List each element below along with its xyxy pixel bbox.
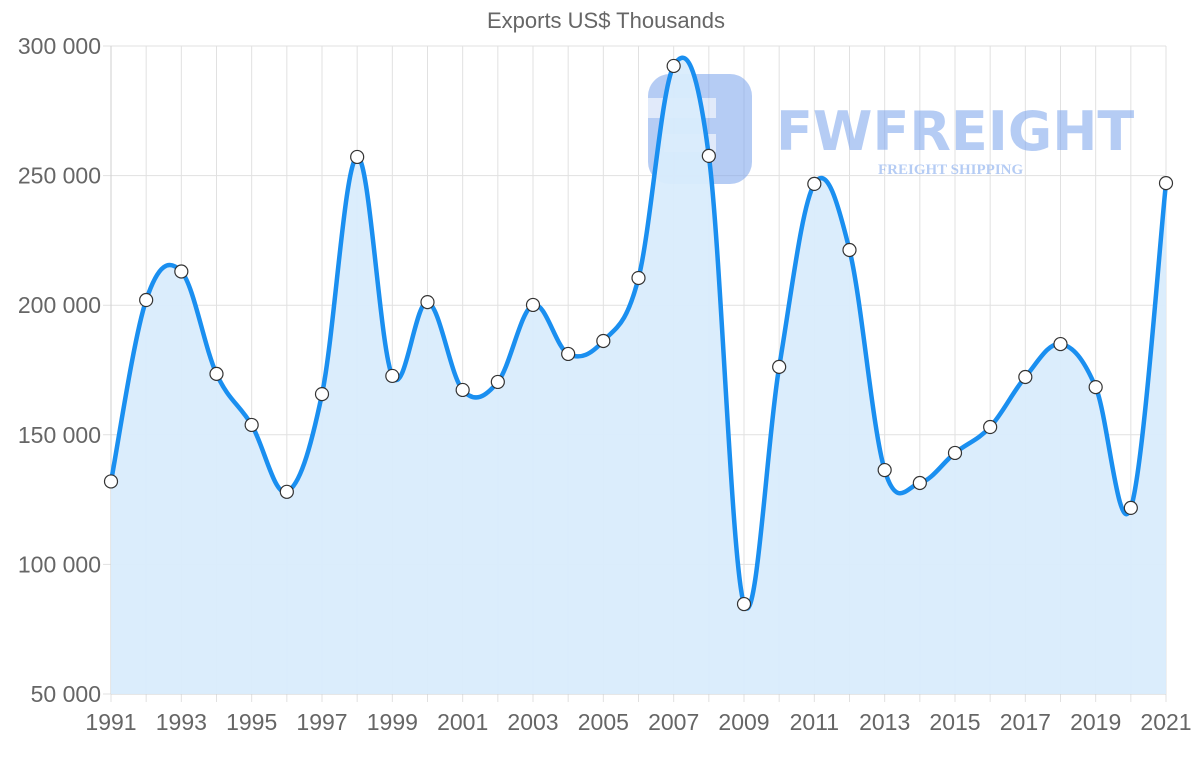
data-point[interactable] [385, 368, 400, 384]
x-axis: 1991 1993 1995 1997 1999 2001 2003 2005 2007 2009… [85, 709, 1191, 735]
data-point[interactable] [561, 346, 576, 362]
data-point[interactable] [279, 484, 294, 499]
data-point[interactable] [736, 596, 752, 612]
x-tick-label: 1997 [296, 709, 347, 735]
x-tick-label: 2021 [1140, 709, 1191, 735]
data-point[interactable] [525, 297, 541, 313]
data-markers [103, 58, 1174, 612]
x-tick-label: 1999 [367, 709, 418, 735]
data-point[interactable] [490, 374, 505, 390]
data-point[interactable] [420, 294, 435, 310]
watermark-brand: FWFREIGHT [776, 100, 1134, 163]
data-point[interactable] [455, 382, 470, 398]
watermark-tagline: FREIGHT SHIPPING [878, 162, 1023, 178]
x-tick-label: 2017 [1000, 709, 1051, 735]
y-tick-label: 300 000 [18, 33, 101, 59]
data-point[interactable] [807, 176, 822, 191]
x-tick-label: 2005 [578, 709, 629, 735]
y-tick-label: 100 000 [18, 551, 101, 577]
data-point[interactable] [209, 366, 224, 381]
data-point[interactable] [174, 264, 189, 279]
x-tick-label: 2003 [507, 709, 558, 735]
x-tick-label: 2013 [859, 709, 910, 735]
chart-title: Exports US$ Thousands [486, 8, 726, 33]
y-tick-label: 250 000 [18, 163, 101, 189]
data-point[interactable] [912, 475, 927, 491]
data-point[interactable] [701, 148, 716, 164]
data-point[interactable] [103, 474, 119, 489]
data-point[interactable] [1053, 336, 1068, 352]
data-point[interactable] [314, 387, 330, 402]
data-point[interactable] [842, 242, 857, 258]
x-tick-label: 1995 [226, 709, 277, 735]
x-tick-label: 1991 [85, 709, 136, 735]
x-tick-label: 2007 [648, 709, 699, 735]
watermark-logo: FWFREIGHT FREIGHT SHIPPING [648, 74, 1134, 184]
x-tick-label: 2011 [790, 709, 839, 735]
data-point[interactable] [139, 292, 154, 308]
data-point[interactable] [1158, 176, 1174, 191]
y-tick-label: 50 000 [31, 681, 101, 707]
data-point[interactable] [350, 149, 365, 165]
y-tick-label: 150 000 [18, 422, 101, 448]
area-fill [111, 57, 1166, 695]
data-point[interactable] [1088, 380, 1103, 395]
data-point[interactable] [1123, 500, 1138, 515]
x-tick-label: 1993 [156, 709, 207, 735]
x-tick-label: 2019 [1070, 709, 1121, 735]
data-point[interactable] [947, 445, 963, 461]
data-point[interactable] [596, 333, 611, 349]
data-point[interactable] [666, 58, 681, 74]
data-point[interactable] [244, 417, 259, 433]
y-tick-label: 200 000 [18, 292, 101, 318]
x-tick-label: 2015 [929, 709, 980, 735]
x-tick-label: 2009 [718, 709, 769, 735]
data-point[interactable] [877, 462, 892, 478]
data-point[interactable] [1018, 369, 1033, 385]
y-axis: 300 000 250 000 200 000 150 000 100 000 50 00… [18, 33, 101, 707]
data-point[interactable] [772, 359, 787, 374]
x-tick-label: 2001 [437, 709, 488, 735]
data-point[interactable] [631, 270, 646, 286]
data-point[interactable] [983, 419, 998, 435]
